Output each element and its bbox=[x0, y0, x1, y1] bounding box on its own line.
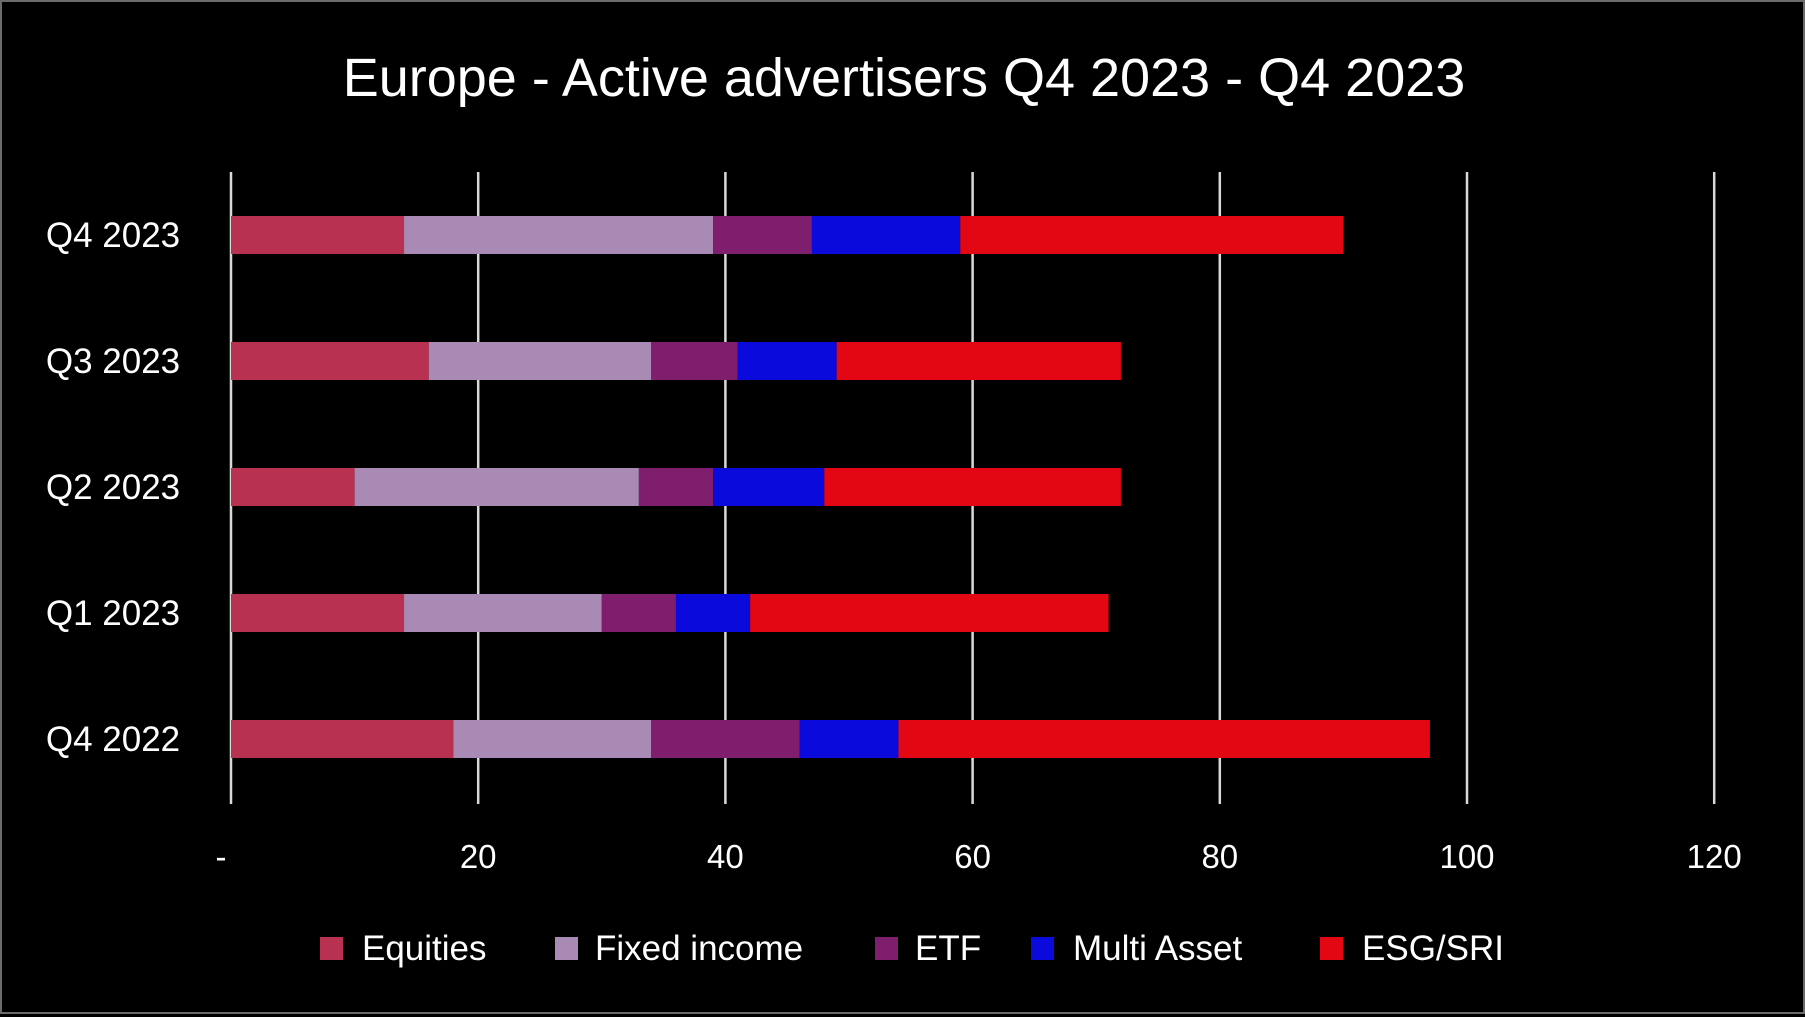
bar-q4-2023-esg-sri bbox=[960, 216, 1344, 254]
legend-swatch-etf bbox=[875, 937, 898, 960]
legend-item-multi-asset: Multi Asset bbox=[1031, 929, 1242, 968]
category-label-q3-2023: Q3 2023 bbox=[46, 342, 180, 381]
bar-q4-2023-equities bbox=[231, 216, 405, 254]
x-tick-label-40: 40 bbox=[707, 838, 744, 875]
x-tick-label-120: 120 bbox=[1687, 838, 1742, 875]
bar-q4-2022-esg-sri bbox=[898, 720, 1430, 758]
bar-q2-2023-multi-asset bbox=[713, 468, 825, 506]
bar-q4-2022-multi-asset bbox=[799, 720, 899, 758]
category-labels: Q4 2023 Q3 2023 Q2 2023 Q1 2023 Q4 2022 bbox=[46, 216, 180, 759]
bar-q1-2023-multi-asset bbox=[675, 594, 751, 632]
bar-q4-2023-fixed-income bbox=[404, 216, 714, 254]
bar-q4-2022-etf bbox=[651, 720, 800, 758]
bar-q2-2023-equities bbox=[231, 468, 355, 506]
bar-q2-2023-fixed-income bbox=[354, 468, 639, 506]
category-label-q2-2023: Q2 2023 bbox=[46, 468, 180, 507]
legend-item-esg-sri: ESG/SRI bbox=[1320, 929, 1504, 968]
x-tick-label-0: - bbox=[216, 838, 227, 875]
bar-q4-2022-equities bbox=[231, 720, 454, 758]
bar-q4-2023-multi-asset bbox=[811, 216, 961, 254]
legend-item-equities: Equities bbox=[320, 929, 487, 968]
bar-q3-2023-etf bbox=[651, 342, 738, 380]
legend-item-etf: ETF bbox=[875, 929, 981, 968]
legend-swatch-esg-sri bbox=[1320, 937, 1343, 960]
legend-label-multi-asset: Multi Asset bbox=[1073, 929, 1242, 968]
x-tick-label-20: 20 bbox=[460, 838, 497, 875]
bar-q3-2023-fixed-income bbox=[428, 342, 652, 380]
bar-q1-2023-equities bbox=[231, 594, 405, 632]
bar-q2-2023-esg-sri bbox=[824, 468, 1121, 506]
x-tick-label-80: 80 bbox=[1201, 838, 1238, 875]
legend-swatch-fixed-income bbox=[555, 937, 578, 960]
bar-q3-2023-esg-sri bbox=[836, 342, 1121, 380]
legend-label-equities: Equities bbox=[362, 929, 487, 968]
category-label-q1-2023: Q1 2023 bbox=[46, 594, 180, 633]
bar-q2-2023-etf bbox=[638, 468, 714, 506]
legend-label-esg-sri: ESG/SRI bbox=[1362, 929, 1504, 968]
bar-q3-2023-multi-asset bbox=[737, 342, 837, 380]
bar-q1-2023-etf bbox=[601, 594, 676, 632]
legend-swatch-equities bbox=[320, 937, 343, 960]
x-tick-label-100: 100 bbox=[1439, 838, 1494, 875]
legend-swatch-multi-asset bbox=[1031, 937, 1054, 960]
x-tick-label-60: 60 bbox=[954, 838, 991, 875]
chart-title: Europe - Active advertisers Q4 2023 - Q4… bbox=[343, 48, 1466, 108]
legend-label-fixed-income: Fixed income bbox=[595, 929, 803, 968]
category-label-q4-2023: Q4 2023 bbox=[46, 216, 180, 255]
bar-q3-2023-equities bbox=[231, 342, 429, 380]
legend-label-etf: ETF bbox=[915, 929, 981, 968]
x-tick-labels: - 20 40 60 80 100 120 bbox=[216, 838, 1742, 875]
bars bbox=[231, 216, 1430, 758]
legend-item-fixed-income: Fixed income bbox=[555, 929, 803, 968]
bar-q4-2023-etf bbox=[713, 216, 812, 254]
bar-q1-2023-esg-sri bbox=[750, 594, 1109, 632]
category-label-q4-2022: Q4 2022 bbox=[46, 720, 180, 759]
bar-q1-2023-fixed-income bbox=[404, 594, 602, 632]
legend: Equities Fixed income ETF Multi Asset ESG/SR… bbox=[320, 929, 1504, 968]
bar-q4-2022-fixed-income bbox=[453, 720, 652, 758]
